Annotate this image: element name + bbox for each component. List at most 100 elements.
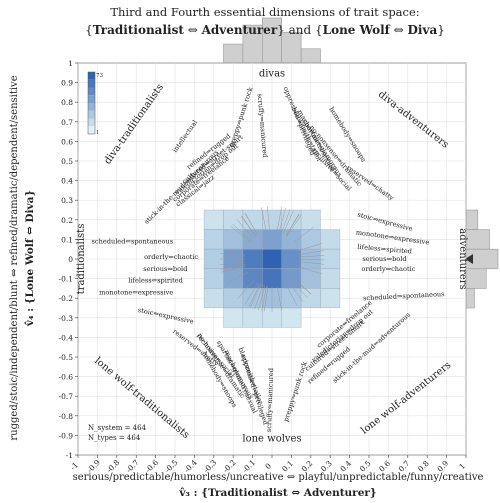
quadrant-label: divas [259, 69, 285, 80]
trait-leader-line [261, 207, 267, 233]
trait-leader-line [284, 282, 298, 306]
heatmap-cell [223, 288, 244, 308]
y-marginal-bar [465, 209, 479, 230]
y-tick-label: 0 [68, 255, 73, 264]
trait-label: monotone⇐expressive [99, 288, 173, 296]
title-part: Lone Wolf [323, 23, 391, 37]
heatmap-cell [203, 209, 224, 230]
colorbar-segment [88, 87, 95, 96]
y-tick-label: -0.5 [59, 353, 74, 362]
x-axis-label: serious/predictable/humorless/uncreative… [73, 472, 484, 483]
heatmap-cell [320, 268, 341, 289]
n-system-annotation: N_system = 464 [88, 424, 147, 432]
x-marginal-bar [223, 43, 244, 64]
trait-leader-line [293, 226, 314, 243]
colorbar-segment [88, 79, 95, 88]
trait-leader-line [299, 261, 325, 265]
trait-label: orderly⇐chaotic [144, 253, 198, 261]
x-marginal-bar [300, 48, 321, 64]
trait-leader-line [299, 255, 325, 258]
heatmap-cell [223, 209, 244, 230]
trait-leader-line [244, 213, 259, 236]
y-tick-label: -0.3 [59, 314, 74, 323]
colorbar-segment [88, 110, 95, 119]
title-part: Traditionalist [93, 23, 185, 37]
trait-leader-line [230, 226, 251, 243]
heatmap-cell [320, 288, 341, 308]
y-tick-label: 0.7 [61, 118, 73, 127]
trait-leader-line [276, 285, 283, 312]
heatmap-cell [281, 229, 302, 250]
trait-leader-line [297, 266, 323, 275]
trait-leader-line [298, 250, 324, 255]
colorbar-segment [88, 126, 95, 134]
trait-leader-line [219, 252, 246, 257]
heatmap-cell [223, 268, 244, 289]
heatmap-cells [203, 209, 341, 328]
trait-leader-line [261, 285, 267, 311]
y-marginal-bar [465, 229, 490, 250]
trait-leader-line [250, 283, 262, 308]
heatmap-cell [300, 288, 321, 308]
y-tick-label: -0.9 [59, 431, 74, 440]
colorbar-segment [88, 72, 95, 80]
y-tick-label: 0.2 [61, 216, 73, 225]
trait-leader-line [241, 215, 257, 237]
heatmap-cell [281, 248, 302, 269]
x-tick-label: -1 [68, 460, 80, 472]
y-tick-label: 0.4 [61, 177, 73, 186]
heatmap-cell [203, 288, 224, 308]
trait-label: lifeless⇐spirited [128, 277, 183, 285]
heatmap-cell [203, 268, 224, 289]
quadrant-label: lone wolves [242, 433, 301, 444]
heatmap-cell [223, 307, 244, 328]
trait-leader-line [276, 206, 282, 233]
heatmap-cell [242, 307, 263, 328]
trait-leader-line [258, 285, 266, 311]
trait-leader-line [219, 261, 246, 265]
trait-leader-line [248, 283, 261, 307]
title-part: ⇔ [184, 23, 202, 37]
trait-label: scruffy⇐manicured [265, 367, 275, 432]
heatmap-cell [300, 209, 321, 230]
trait-label: orderly⇒chaotic [361, 265, 415, 273]
title-part: Adventurer [201, 23, 278, 37]
title-part: } [437, 23, 445, 37]
y-marginal-histogram [465, 209, 499, 309]
heatmap-cell [281, 288, 302, 308]
y-tick-label: -0.6 [59, 373, 74, 382]
trait-leader-line [281, 209, 291, 234]
y-tick-label: -0.7 [59, 392, 74, 401]
x-tick-label: 0 [263, 461, 273, 471]
heatmap-cell [262, 248, 282, 269]
colorbar-segment [88, 103, 95, 111]
y-tick-label: -0.2 [59, 294, 74, 303]
x-marginal-histogram [223, 17, 321, 71]
trait-leader-line [286, 214, 302, 237]
trait-leader-line [225, 271, 249, 285]
y-axis-label: rugged/stoic/independent/blunt ⇔ refined… [9, 75, 20, 440]
title-part: } and { [277, 23, 322, 37]
trait-leader-line [267, 206, 270, 232]
title-part: Diva [408, 23, 438, 37]
y-mean-marker [465, 254, 473, 264]
side-label: adventurers [457, 228, 468, 289]
title-part: ⇔ [390, 23, 408, 37]
chart-title-line1: Third and Fourth essential dimensions of… [110, 5, 419, 19]
heatmap-cell [320, 248, 341, 269]
y-tick-label: -1 [66, 451, 73, 460]
colorbar-segment [88, 95, 95, 103]
trait-label: serious⇐bold [143, 265, 188, 273]
trait-label: serious⇒bold [362, 255, 407, 263]
colorbar-min-label: 1 [96, 130, 100, 136]
colorbar-frame [87, 71, 96, 135]
trait-leader-line [264, 286, 269, 312]
heatmap-cell [300, 229, 321, 250]
heatmap-cell [223, 229, 244, 250]
colorbar: 73 1 [87, 71, 103, 136]
y-tick-label: 1 [68, 59, 73, 68]
y-tick-label: 0.9 [61, 79, 73, 88]
trait-label: scheduled⇐spontaneous [92, 237, 174, 245]
heatmap-cell [262, 268, 282, 289]
n-types-annotation: N_types = 464 [88, 434, 141, 442]
